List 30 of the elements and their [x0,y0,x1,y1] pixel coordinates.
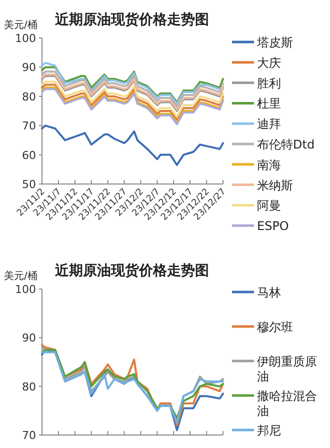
legend-label: 邦尼 [257,424,281,438]
legend-label: 布伦特Dtd [257,138,315,152]
y-axis-title: 美元/桶 [4,19,38,31]
y-tick-label: 100 [15,32,36,45]
y-tick-label: 90 [22,332,36,345]
y-tick-label: 60 [22,148,36,162]
legend-label: 马林 [257,286,281,300]
legend-label: 大庆 [257,56,281,70]
legend-label: ESPO [257,219,289,234]
y-axis-title: 美元/桶 [4,270,38,282]
legend-label: 塔皮斯 [256,36,293,50]
y-tick-label: 50 [22,178,36,191]
legend-label: 阿曼 [257,198,281,213]
legend-label: 南海 [257,158,281,172]
legend-label: 穆尔班 [257,320,293,334]
legend-label: 米纳斯 [257,178,293,192]
y-tick-label: 90 [22,61,36,74]
legend-label: 撒哈拉混合油 [257,389,317,418]
y-tick-label: 70 [22,120,36,133]
y-tick-label: 100 [15,283,36,296]
legend-label: 杜里 [257,96,281,111]
y-tick-label: 70 [22,429,36,442]
legend-label: 伊朗重质原油 [257,354,317,384]
legend-label: 迪拜 [257,117,281,132]
y-tick-label: 80 [22,380,36,394]
line-series [41,124,224,166]
chart-title: 近期原油现货价格走势图 [54,262,209,279]
legend-label: 胜利 [257,76,281,90]
chart-title: 近期原油现货价格走势图 [54,11,209,28]
y-tick-label: 80 [22,90,36,104]
